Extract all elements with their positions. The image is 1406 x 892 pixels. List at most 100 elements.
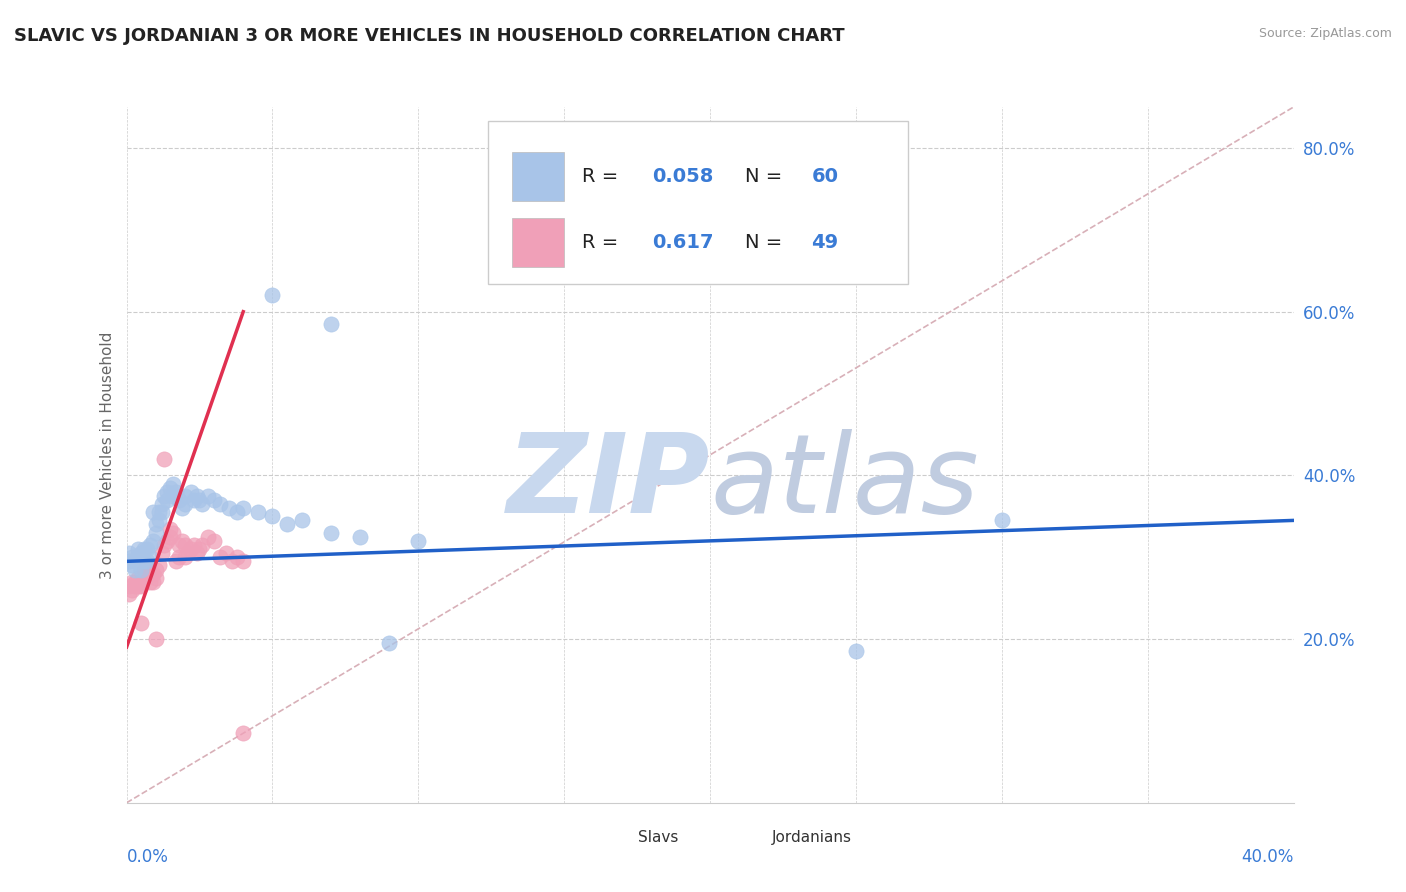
Point bbox=[139, 538, 162, 552]
Point bbox=[177, 546, 200, 560]
Point bbox=[124, 579, 146, 593]
Point bbox=[127, 571, 149, 585]
Point bbox=[132, 542, 155, 557]
Point bbox=[127, 579, 149, 593]
Point bbox=[202, 533, 225, 548]
Point bbox=[139, 550, 162, 565]
Point bbox=[150, 546, 173, 560]
Point bbox=[232, 726, 254, 740]
FancyBboxPatch shape bbox=[593, 827, 626, 848]
Point bbox=[139, 574, 162, 589]
Point bbox=[553, 227, 575, 241]
Point bbox=[174, 538, 197, 552]
Point bbox=[232, 554, 254, 568]
Point bbox=[262, 509, 284, 524]
Point bbox=[162, 476, 184, 491]
Point bbox=[319, 525, 342, 540]
Point bbox=[226, 550, 249, 565]
Point bbox=[150, 505, 173, 519]
Point bbox=[121, 558, 143, 573]
Point bbox=[159, 522, 181, 536]
Point bbox=[121, 550, 143, 565]
Point bbox=[145, 562, 167, 576]
Point bbox=[142, 533, 165, 548]
Point bbox=[124, 574, 146, 589]
Point bbox=[127, 550, 149, 565]
Point bbox=[145, 632, 167, 646]
Point bbox=[129, 574, 152, 589]
Point bbox=[197, 489, 219, 503]
Point bbox=[118, 554, 141, 568]
FancyBboxPatch shape bbox=[727, 827, 761, 848]
Point bbox=[121, 574, 143, 589]
Point bbox=[124, 554, 146, 568]
Point bbox=[145, 517, 167, 532]
Point bbox=[170, 533, 193, 548]
Point bbox=[118, 579, 141, 593]
Point bbox=[150, 497, 173, 511]
Point bbox=[136, 558, 159, 573]
Point bbox=[186, 546, 208, 560]
Point bbox=[208, 550, 231, 565]
Point bbox=[215, 546, 238, 560]
FancyBboxPatch shape bbox=[488, 121, 908, 285]
Point bbox=[197, 530, 219, 544]
Point bbox=[132, 571, 155, 585]
Point bbox=[129, 554, 152, 568]
Point bbox=[148, 505, 170, 519]
Text: Slavs: Slavs bbox=[638, 830, 678, 845]
Point bbox=[129, 579, 152, 593]
Point bbox=[156, 484, 179, 499]
Point bbox=[153, 538, 176, 552]
Point bbox=[246, 505, 269, 519]
Point bbox=[226, 505, 249, 519]
Point bbox=[156, 533, 179, 548]
Point bbox=[276, 517, 298, 532]
Point bbox=[148, 513, 170, 527]
Point bbox=[232, 501, 254, 516]
Point bbox=[153, 489, 176, 503]
Text: 0.0%: 0.0% bbox=[127, 847, 169, 866]
Point bbox=[129, 546, 152, 560]
Point bbox=[162, 525, 184, 540]
Point bbox=[221, 554, 243, 568]
Point bbox=[118, 587, 141, 601]
Point bbox=[159, 530, 181, 544]
Point bbox=[174, 550, 197, 565]
Point bbox=[167, 492, 190, 507]
Point bbox=[378, 636, 401, 650]
Text: 49: 49 bbox=[811, 233, 839, 252]
Text: R =: R = bbox=[582, 167, 624, 186]
Text: ZIP: ZIP bbox=[506, 429, 710, 536]
Point bbox=[142, 574, 165, 589]
Point bbox=[262, 288, 284, 302]
Point bbox=[124, 562, 146, 576]
Point bbox=[208, 497, 231, 511]
Point bbox=[156, 492, 179, 507]
Y-axis label: 3 or more Vehicles in Household: 3 or more Vehicles in Household bbox=[100, 331, 115, 579]
Text: 0.058: 0.058 bbox=[652, 167, 713, 186]
Point bbox=[159, 481, 181, 495]
FancyBboxPatch shape bbox=[512, 153, 564, 201]
Text: 60: 60 bbox=[811, 167, 838, 186]
Point bbox=[180, 542, 202, 557]
Point bbox=[142, 566, 165, 581]
Point bbox=[153, 452, 176, 467]
Point bbox=[165, 484, 187, 499]
Point bbox=[186, 489, 208, 503]
Point bbox=[148, 558, 170, 573]
Text: SLAVIC VS JORDANIAN 3 OR MORE VEHICLES IN HOUSEHOLD CORRELATION CHART: SLAVIC VS JORDANIAN 3 OR MORE VEHICLES I… bbox=[14, 27, 845, 45]
Text: N =: N = bbox=[745, 233, 789, 252]
Point bbox=[167, 550, 190, 565]
Point bbox=[408, 533, 430, 548]
Text: 40.0%: 40.0% bbox=[1241, 847, 1294, 866]
Point bbox=[183, 538, 205, 552]
Point bbox=[349, 530, 371, 544]
Point bbox=[180, 484, 202, 499]
Point bbox=[319, 317, 342, 331]
Point bbox=[129, 615, 152, 630]
Point bbox=[127, 542, 149, 557]
FancyBboxPatch shape bbox=[512, 219, 564, 267]
Text: Jordanians: Jordanians bbox=[772, 830, 852, 845]
Point bbox=[142, 505, 165, 519]
